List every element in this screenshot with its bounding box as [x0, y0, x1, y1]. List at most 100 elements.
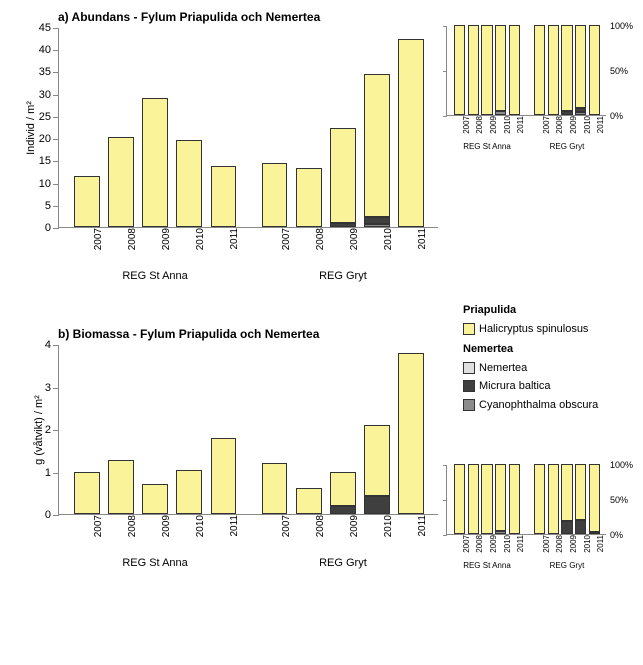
x-tick-label: 2007	[87, 515, 104, 537]
y-tick-label: 10	[39, 178, 59, 190]
legend-priapulida-hdr: Priapulida	[463, 302, 633, 319]
y-tick-label: 0	[45, 222, 59, 234]
mini-x-tick-label: 2009	[487, 535, 498, 553]
mini-bar-segment	[548, 25, 559, 115]
mini-bar-segment	[561, 111, 572, 116]
x-tick-label: 2009	[343, 515, 360, 537]
y-tick-label: 3	[45, 382, 59, 394]
bar	[211, 166, 237, 227]
y-tick-label: 0	[45, 509, 59, 521]
bar	[142, 98, 168, 227]
bar-segment	[142, 98, 168, 227]
mini-x-tick-label: 2009	[567, 116, 578, 134]
x-tick-label: 2011	[223, 515, 240, 537]
bar-segment	[330, 223, 356, 227]
x-tick-label: 2007	[87, 228, 104, 250]
bar	[176, 470, 202, 514]
group-label: REG Gryt	[262, 270, 424, 282]
mini-bar	[534, 25, 545, 115]
chart-a: Individ / m²0510152025303540452007200820…	[10, 28, 438, 288]
mini-bar	[468, 25, 479, 115]
mini-axes: 0%50%100%20072008200920102011REG St Anna…	[446, 465, 606, 535]
y-tick-label: 1	[45, 467, 59, 479]
bar-segment	[296, 488, 322, 514]
bar-segment	[364, 224, 390, 227]
mini-bar-segment	[468, 25, 479, 115]
page: a) Abundans - Fylum Priapulida och Nemer…	[10, 10, 633, 575]
x-tick-label: 2008	[309, 228, 326, 250]
bar-segment	[211, 166, 237, 227]
mini-bar-segment	[548, 464, 559, 534]
mini-bar-segment	[534, 464, 545, 534]
mini-group-label: REG St Anna	[454, 561, 520, 570]
bar	[262, 163, 288, 227]
x-tick-label: 2010	[377, 228, 394, 250]
x-tick-label: 2009	[343, 228, 360, 250]
mini-bar	[548, 464, 559, 534]
bar-segment	[74, 176, 100, 227]
mini-bar-segment	[575, 464, 586, 520]
y-tick-label: 45	[39, 22, 59, 34]
x-tick-label: 2008	[309, 515, 326, 537]
mini-bar-segment	[509, 464, 520, 534]
x-tick-label: 2010	[377, 515, 394, 537]
mini-bar-segment	[589, 464, 600, 532]
x-tick-label: 2007	[275, 515, 292, 537]
y-tick-label: 20	[39, 133, 59, 145]
chart-b: g (våtvikt) / m²012342007200820092010201…	[10, 345, 438, 575]
mini-bar-segment	[561, 464, 572, 521]
mini-group-label: REG St Anna	[454, 142, 520, 151]
y-tick-label: 40	[39, 44, 59, 56]
mini-axes: 0%50%100%20072008200920102011REG St Anna…	[446, 26, 606, 116]
mini-bar	[454, 25, 465, 115]
y-tick-label: 15	[39, 155, 59, 167]
bar	[74, 176, 100, 227]
mini-bar-segment	[454, 464, 465, 534]
bar	[398, 353, 424, 514]
mini-bar-segment	[454, 25, 465, 115]
y-tick-label: 5	[45, 200, 59, 212]
bar	[364, 74, 390, 227]
row-b: b) Biomassa - Fylum Priapulida och Nemer…	[10, 327, 633, 575]
bar-segment	[398, 353, 424, 514]
mini-x-tick-label: 2008	[553, 116, 564, 134]
y-axis-label: Individ / m²	[25, 101, 37, 155]
mini-bar-segment	[575, 25, 586, 108]
mini-x-tick-label: 2007	[540, 116, 551, 134]
bar-segment	[211, 438, 237, 515]
group-label: REG St Anna	[74, 557, 236, 569]
mini-bar	[509, 464, 520, 534]
mini-bar-segment	[495, 111, 506, 116]
mini-bar-segment	[468, 464, 479, 534]
mini-bar	[481, 25, 492, 115]
mini-x-tick-label: 2011	[594, 116, 605, 133]
mini-bar-segment	[534, 25, 545, 115]
mini-bar-segment	[561, 25, 572, 111]
bar	[176, 140, 202, 227]
mini-bar-segment	[575, 520, 586, 534]
x-tick-label: 2010	[189, 228, 206, 250]
mini-x-tick-label: 2011	[514, 535, 525, 552]
mini-chart-a: 0%50%100%20072008200920102011REG St Anna…	[446, 26, 636, 156]
mini-bar-segment	[561, 521, 572, 534]
group-label: REG Gryt	[262, 557, 424, 569]
mini-bar	[454, 464, 465, 534]
x-tick-label: 2009	[155, 515, 172, 537]
bar-segment	[108, 137, 134, 227]
mini-bar	[468, 464, 479, 534]
x-tick-label: 2011	[411, 515, 428, 537]
bar-segment	[330, 506, 356, 514]
mini-bar	[509, 25, 520, 115]
bar-segment	[262, 163, 288, 227]
bar	[364, 425, 390, 514]
mini-bar	[495, 464, 506, 534]
y-tick-label: 25	[39, 111, 59, 123]
bar	[262, 463, 288, 514]
bar-segment	[74, 472, 100, 514]
chart-b-wrap: b) Biomassa - Fylum Priapulida och Nemer…	[10, 327, 438, 575]
mini-bar	[481, 464, 492, 534]
mini-x-tick-label: 2007	[460, 116, 471, 134]
mini-bar-segment	[589, 25, 600, 115]
chart-a-title: a) Abundans - Fylum Priapulida och Nemer…	[58, 10, 438, 24]
mini-bar	[561, 25, 572, 115]
